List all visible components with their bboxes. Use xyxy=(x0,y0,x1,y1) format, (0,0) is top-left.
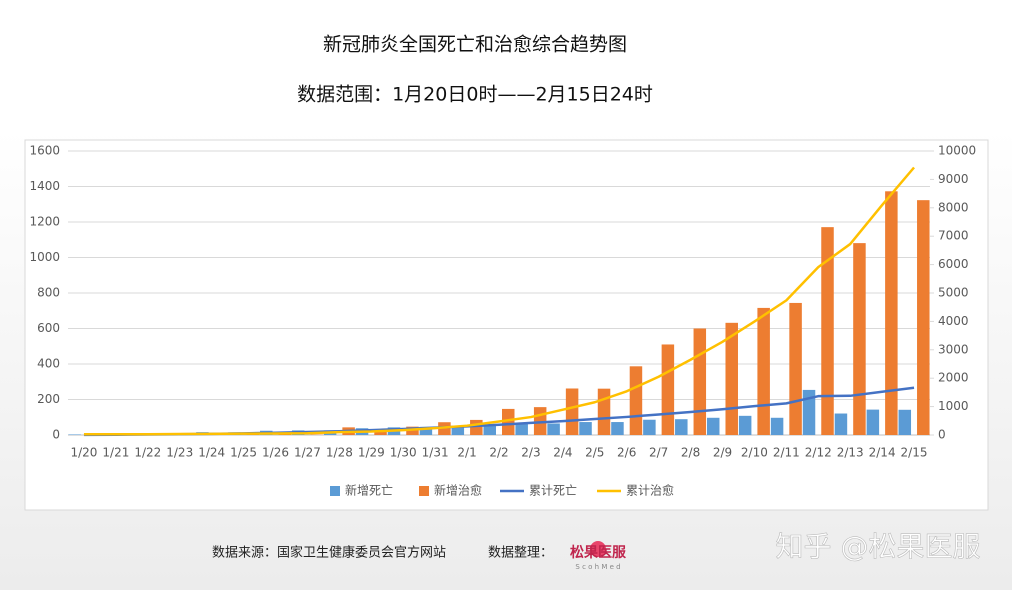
organizer: 数据整理： xyxy=(488,546,553,561)
x-tick-label: 2/15 xyxy=(901,446,928,460)
y-tick-label: 800 xyxy=(37,286,60,300)
y2-tick-label: 6000 xyxy=(938,257,969,271)
x-tick-label: 2/3 xyxy=(521,446,540,460)
x-tick-label: 2/5 xyxy=(585,446,604,460)
bar xyxy=(643,420,656,435)
bar xyxy=(68,434,81,435)
bar xyxy=(853,243,866,435)
bar xyxy=(675,419,688,435)
x-tick-label: 1/20 xyxy=(70,446,97,460)
bar xyxy=(547,423,560,435)
y2-tick-label: 2000 xyxy=(938,371,969,385)
y2-tick-label: 1000 xyxy=(938,399,969,413)
legend-label: 累计治愈 xyxy=(626,483,674,498)
bar xyxy=(917,200,930,435)
legend-label: 新增治愈 xyxy=(434,483,482,498)
bar xyxy=(707,418,720,435)
x-tick-label: 1/22 xyxy=(134,446,161,460)
y-tick-label: 1600 xyxy=(29,144,60,158)
x-tick-label: 1/29 xyxy=(358,446,385,460)
x-tick-label: 2/12 xyxy=(805,446,832,460)
bar xyxy=(739,416,752,435)
legend-label: 新增死亡 xyxy=(345,483,393,498)
bar xyxy=(789,303,802,435)
y2-tick-label: 9000 xyxy=(938,172,969,186)
bar xyxy=(611,422,624,435)
x-tick-label: 2/6 xyxy=(617,446,636,460)
bar xyxy=(899,410,912,435)
y2-tick-label: 0 xyxy=(938,428,946,442)
x-tick-label: 2/9 xyxy=(713,446,732,460)
bar xyxy=(662,344,675,435)
bar xyxy=(579,422,592,435)
x-tick-label: 2/4 xyxy=(553,446,572,460)
legend-swatch xyxy=(419,486,429,496)
y2-tick-label: 7000 xyxy=(938,229,969,243)
logo: 松果医服 xyxy=(570,544,627,561)
bar xyxy=(867,410,880,435)
x-tick-label: 2/13 xyxy=(837,446,864,460)
x-tick-label: 2/10 xyxy=(741,446,768,460)
bar xyxy=(515,424,528,435)
x-tick-label: 2/11 xyxy=(773,446,800,460)
x-tick-label: 2/2 xyxy=(489,446,508,460)
chart-title: 新冠肺炎全国死亡和治愈综合趋势图 xyxy=(323,34,627,56)
y-tick-label: 400 xyxy=(37,357,60,371)
x-tick-label: 1/30 xyxy=(390,446,417,460)
bar xyxy=(630,366,643,435)
x-tick-label: 2/7 xyxy=(649,446,668,460)
legend-label: 累计死亡 xyxy=(529,484,577,498)
watermark: 知乎 @松果医服 xyxy=(776,530,981,563)
x-tick-label: 1/23 xyxy=(166,446,193,460)
x-tick-label: 1/27 xyxy=(294,446,321,460)
x-tick-label: 2/8 xyxy=(681,446,700,460)
y-tick-label: 0 xyxy=(52,428,60,442)
bar xyxy=(835,414,848,435)
x-tick-label: 1/26 xyxy=(262,446,289,460)
y-tick-label: 600 xyxy=(37,321,60,335)
x-tick-label: 1/25 xyxy=(230,446,257,460)
x-tick-label: 1/28 xyxy=(326,446,353,460)
x-tick-label: 1/24 xyxy=(198,446,225,460)
x-tick-label: 2/1 xyxy=(457,446,476,460)
y2-tick-label: 10000 xyxy=(938,144,976,158)
bar xyxy=(470,420,483,435)
bar xyxy=(885,191,898,435)
y-tick-label: 1400 xyxy=(29,179,60,193)
bar xyxy=(694,329,707,436)
x-tick-label: 2/14 xyxy=(869,446,896,460)
bar xyxy=(771,418,784,435)
y-tick-label: 200 xyxy=(37,392,60,406)
y2-tick-label: 4000 xyxy=(938,314,969,328)
bar xyxy=(598,389,611,435)
logo-sub: S c o h M e d xyxy=(575,563,620,571)
y-tick-label: 1000 xyxy=(29,250,60,264)
y2-tick-label: 5000 xyxy=(938,286,969,300)
y2-tick-label: 3000 xyxy=(938,342,969,356)
chart-subtitle: 数据范围：1月20日0时——2月15日24时 xyxy=(297,84,653,106)
y2-tick-label: 8000 xyxy=(938,200,969,214)
legend-swatch xyxy=(330,486,340,496)
bar xyxy=(452,427,465,435)
x-tick-label: 1/21 xyxy=(102,446,129,460)
bar xyxy=(566,388,579,435)
x-tick-label: 1/31 xyxy=(422,446,449,460)
source: 数据来源：国家卫生健康委员会官方网站 xyxy=(212,545,446,561)
bar xyxy=(757,308,770,435)
y-tick-label: 1200 xyxy=(29,215,60,229)
